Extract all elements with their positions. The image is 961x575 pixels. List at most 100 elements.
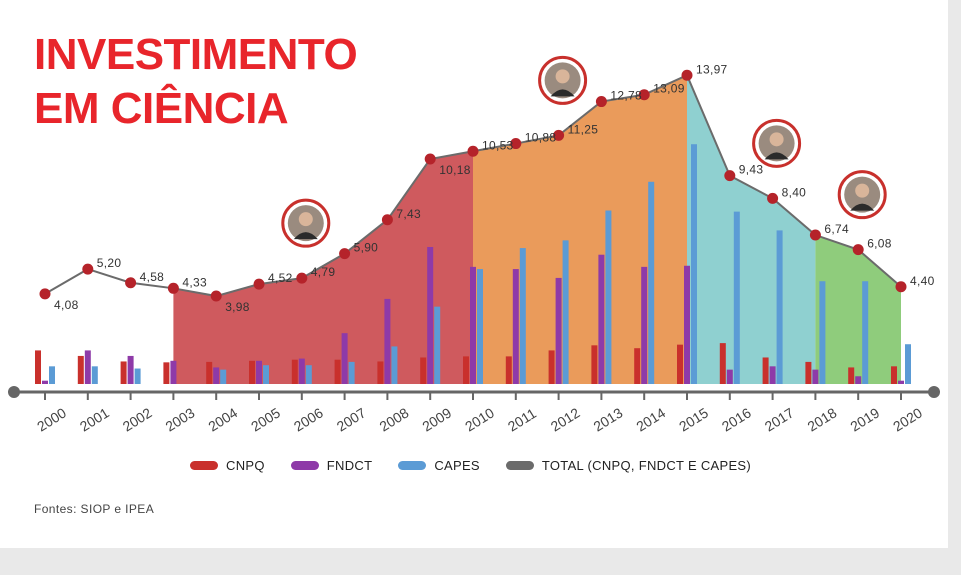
legend-swatch-cnpq xyxy=(190,461,218,470)
bar-capes-2001 xyxy=(91,366,98,384)
total-label-2017: 8,40 xyxy=(782,185,807,199)
x-tick-label-2005: 2005 xyxy=(248,404,283,434)
total-label-2015: 13,97 xyxy=(696,62,728,76)
legend-item-total: TOTAL (CNPQ, FNDCT E CAPES) xyxy=(505,458,752,473)
bar-cnpq-2017 xyxy=(762,357,769,384)
bar-cnpq-2018 xyxy=(805,361,812,384)
portrait-face-2019 xyxy=(855,183,870,198)
bar-capes-2020 xyxy=(905,344,911,384)
legend-label-capes: CAPES xyxy=(434,458,480,473)
bar-cnpq-2016 xyxy=(719,343,726,384)
bar-capes-2015 xyxy=(691,144,697,384)
legend-label-cnpq: CNPQ xyxy=(226,458,265,473)
bar-cnpq-2002 xyxy=(120,361,127,384)
total-point-2013 xyxy=(595,96,607,108)
portrait-body-2017 xyxy=(764,152,789,160)
total-point-2012 xyxy=(553,129,565,141)
bar-cnpq-2001 xyxy=(77,355,84,384)
legend-label-total: TOTAL (CNPQ, FNDCT E CAPES) xyxy=(541,458,752,473)
x-tick-label-2012: 2012 xyxy=(548,404,583,434)
x-tick-label-2013: 2013 xyxy=(591,404,626,434)
total-label-2000: 4,08 xyxy=(54,298,79,312)
bar-capes-2009 xyxy=(434,306,441,384)
bar-cnpq-2014 xyxy=(634,348,641,384)
total-label-2001: 5,20 xyxy=(97,256,122,270)
bar-capes-2006 xyxy=(305,365,312,384)
bar-cnpq-2008 xyxy=(377,361,384,384)
bar-fndct-2016 xyxy=(726,369,733,384)
bar-capes-2013 xyxy=(605,210,612,384)
total-label-2002: 4,58 xyxy=(140,270,165,284)
total-point-2020 xyxy=(895,281,907,293)
total-label-2008: 7,43 xyxy=(396,207,421,221)
x-tick-label-2018: 2018 xyxy=(805,404,840,434)
bar-capes-2018 xyxy=(819,281,826,384)
x-tick-label-2019: 2019 xyxy=(847,404,882,434)
total-point-2005 xyxy=(253,278,265,290)
total-point-2015 xyxy=(681,69,693,81)
period-area-1 xyxy=(173,151,473,384)
x-tick-label-2003: 2003 xyxy=(163,404,198,434)
bar-cnpq-2012 xyxy=(548,350,555,384)
total-point-2004 xyxy=(210,290,222,302)
x-tick-label-2011: 2011 xyxy=(505,405,539,435)
portrait-body-2012 xyxy=(550,89,575,97)
x-tick-label-2016: 2016 xyxy=(719,404,754,434)
total-point-2019 xyxy=(852,244,864,256)
bar-fndct-2004 xyxy=(213,367,220,384)
x-tick-label-2015: 2015 xyxy=(676,404,711,434)
bar-cnpq-2011 xyxy=(505,356,512,384)
total-point-2014 xyxy=(638,89,650,101)
total-label-2011: 10,88 xyxy=(525,131,557,145)
legend-swatch-total xyxy=(505,461,534,470)
bar-fndct-2010 xyxy=(470,266,476,384)
x-tick-label-2017: 2017 xyxy=(762,404,797,434)
bar-cnpq-2006 xyxy=(291,359,298,384)
total-label-2018: 6,74 xyxy=(824,222,849,236)
x-tick-label-2000: 2000 xyxy=(34,404,69,434)
total-label-2013: 12,78 xyxy=(610,89,642,103)
total-label-2012: 11,25 xyxy=(568,122,599,136)
bar-fndct-2003 xyxy=(170,360,177,384)
bar-fndct-2020 xyxy=(898,380,904,384)
bar-capes-2000 xyxy=(49,366,55,384)
bar-cnpq-2000 xyxy=(35,350,41,384)
x-tick-label-2001: 2001 xyxy=(77,404,112,434)
total-point-2007 xyxy=(339,248,351,260)
bar-fndct-2006 xyxy=(298,358,305,384)
total-label-2019: 6,08 xyxy=(867,237,892,251)
total-point-2011 xyxy=(510,138,522,150)
total-label-2004: 3,98 xyxy=(225,300,250,314)
bar-capes-2002 xyxy=(134,368,141,384)
bar-fndct-2011 xyxy=(512,269,519,384)
bar-cnpq-2020 xyxy=(891,366,897,384)
total-point-2006 xyxy=(296,272,308,284)
total-point-2010 xyxy=(467,145,479,157)
title-line-2: EM CIÊNCIA xyxy=(34,84,289,133)
total-label-2006: 4,79 xyxy=(311,265,336,279)
portrait-body-2006 xyxy=(293,232,318,240)
bar-cnpq-2013 xyxy=(591,345,598,384)
bar-capes-2008 xyxy=(391,346,398,384)
bar-fndct-2015 xyxy=(684,265,690,384)
total-label-2020: 4,40 xyxy=(910,274,935,288)
bar-capes-2016 xyxy=(733,211,740,384)
total-point-2000 xyxy=(39,288,51,300)
source-note: Fontes: SIOP e IPEA xyxy=(34,502,155,516)
legend-swatch-capes xyxy=(398,461,427,470)
bar-fndct-2013 xyxy=(598,254,605,384)
portrait-face-2006 xyxy=(298,212,313,227)
bar-fndct-2014 xyxy=(641,266,648,384)
bar-cnpq-2007 xyxy=(334,359,341,384)
x-axis-end-cap xyxy=(928,386,940,398)
total-point-2016 xyxy=(724,170,736,182)
bar-capes-2010 xyxy=(477,269,483,384)
x-tick-label-2010: 2010 xyxy=(462,404,497,434)
period-area-2 xyxy=(473,75,687,384)
x-tick-label-2004: 2004 xyxy=(205,404,240,434)
x-tick-label-2020: 2020 xyxy=(890,404,925,434)
chart-title: INVESTIMENTO EM CIÊNCIA xyxy=(34,28,358,136)
bar-capes-2017 xyxy=(776,230,783,384)
x-tick-label-2009: 2009 xyxy=(419,404,454,434)
